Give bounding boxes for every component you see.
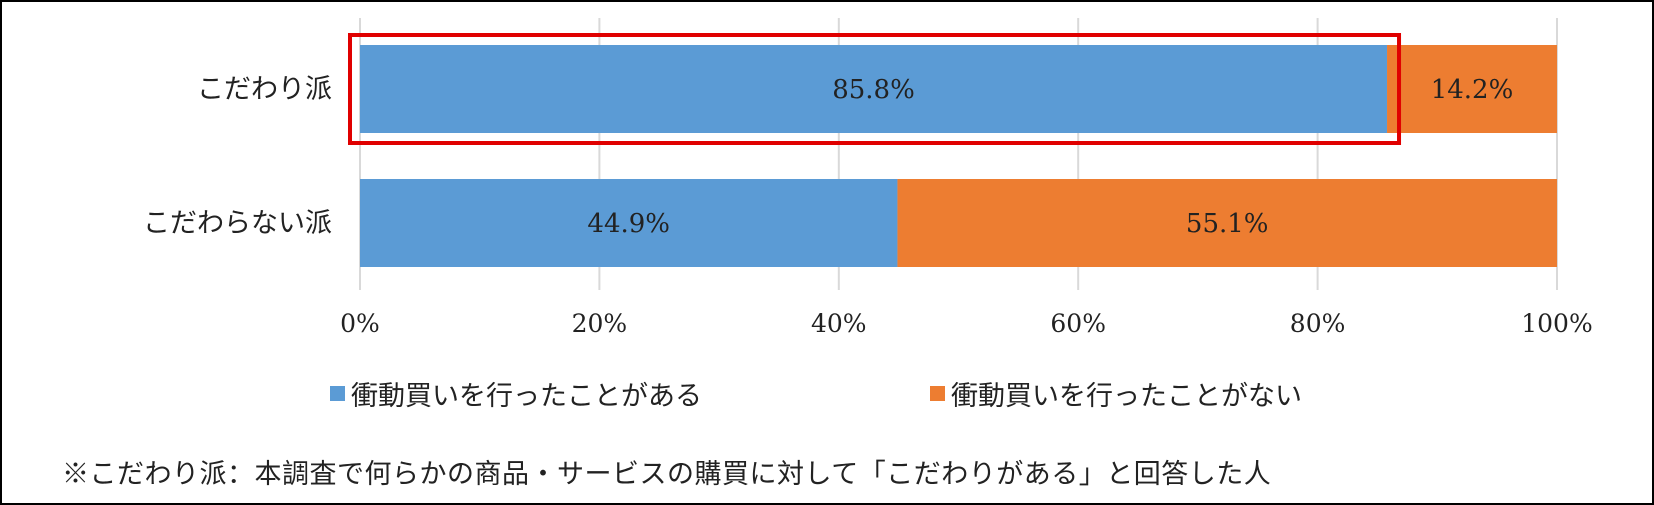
bar-segment [360, 179, 898, 267]
legend-swatch-series-1 [330, 386, 345, 401]
bar-segment [897, 179, 1557, 267]
data-labels: 85.8% 14.2% 44.9% 55.1% [587, 75, 1513, 239]
x-tick-label: 60% [1050, 309, 1106, 338]
legend-swatch-series-2 [930, 386, 945, 401]
x-tick-label: 40% [811, 309, 867, 338]
data-label: 44.9% [587, 209, 670, 239]
data-label: 55.1% [1186, 209, 1269, 239]
bar-segment [1387, 45, 1557, 133]
x-tick-label: 80% [1290, 309, 1346, 338]
bars [360, 45, 1557, 267]
data-label: 85.8% [832, 75, 915, 105]
x-tick-label: 100% [1521, 309, 1592, 338]
legend-label-series-2: 衝動買いを行ったことがない [951, 381, 1302, 412]
legend: 衝動買いを行ったことがある 衝動買いを行ったことがない [0, 374, 1654, 412]
category-label: こだわり派 [197, 74, 332, 105]
x-tick-label: 0% [340, 309, 380, 338]
category-label: こだわらない派 [143, 208, 332, 239]
bar-segment [360, 45, 1388, 133]
legend-item-series-2: 衝動買いを行ったことがない [930, 374, 1302, 413]
legend-label-series-1: 衝動買いを行ったことがある [351, 381, 702, 412]
data-label: 14.2% [1431, 75, 1514, 105]
x-axis-tick-labels: 0% 20% 40% 60% 80% 100% [340, 309, 1593, 338]
highlight-box [348, 33, 1402, 145]
footnote: ※こだわり派：本調査で何らかの商品・サービスの購買に対して「こだわりがある」と回… [62, 459, 1272, 490]
x-tick-label: 20% [572, 309, 628, 338]
legend-item-series-1: 衝動買いを行ったことがある [330, 374, 702, 413]
